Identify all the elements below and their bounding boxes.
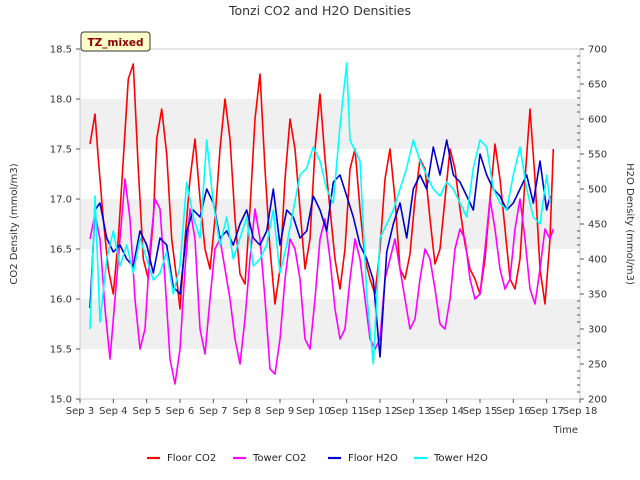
x-tick-label: Sep 15: [463, 406, 498, 417]
series-layer: [89, 62, 555, 385]
legend-label-floor-h2o: Floor H2O: [348, 453, 398, 464]
band-0: [80, 299, 580, 349]
site-badge: TZ_mixed: [80, 31, 151, 52]
site-badge-text: TZ_mixed: [88, 37, 144, 49]
x-tick-label: Sep 9: [266, 406, 294, 417]
y-right-tick-label: 300: [588, 325, 607, 336]
x-tick-label: Sep 12: [363, 406, 398, 417]
x-tick-label: Sep 6: [166, 406, 194, 417]
y-left-tick-label: 18.0: [50, 95, 72, 106]
x-tick-label: Sep 4: [99, 406, 127, 417]
x-tick-label: Sep 14: [429, 406, 464, 417]
y-left-tick-label: 16.5: [50, 245, 72, 256]
x-tick-label: Sep 3: [66, 406, 94, 417]
y-right-tick-label: 400: [588, 255, 607, 266]
x-tick-label: Sep 8: [232, 406, 260, 417]
series-tower-h2o: [89, 62, 551, 365]
y-left-tick-label: 15.5: [50, 345, 72, 356]
y-right-tick-label: 250: [588, 360, 607, 371]
y-axis-left-label: CO2 Density (mmol/m3): [9, 163, 20, 284]
chart-title: Tonzi CO2 and H2O Densities: [228, 3, 411, 18]
legend-label-tower-h2o: Tower H2O: [433, 453, 488, 464]
legend-label-floor-co2: Floor CO2: [167, 453, 216, 464]
series-floor-h2o: [89, 139, 551, 358]
x-tick-label: Sep 16: [496, 406, 531, 417]
y-right-tick-label: 350: [588, 290, 607, 301]
x-tick-label: Sep 7: [199, 406, 227, 417]
y-right-tick-label: 550: [588, 150, 607, 161]
y-left-tick-label: 17.0: [50, 195, 72, 206]
y-right-tick-label: 650: [588, 80, 607, 91]
y-right-tick-label: 200: [588, 395, 607, 406]
x-tick-label: Sep 17: [529, 406, 564, 417]
axes-layer: Sep 3 Sep 4 Sep 5 Sep 6 Sep 7 Sep 8 Sep 9 Sep 1…: [50, 45, 607, 418]
y-left-tick-label: 15.0: [50, 395, 72, 406]
y-right-tick-label: 600: [588, 115, 607, 126]
x-tick-label: Sep 13: [396, 406, 431, 417]
x-tick-label: Sep 11: [329, 406, 364, 417]
x-tick-label: Sep 18: [563, 406, 598, 417]
x-axis-label: Time: [553, 425, 578, 436]
y-right-tick-label: 700: [588, 45, 607, 56]
y-left-tick-label: 18.5: [50, 45, 72, 56]
x-tick-label: Sep 5: [132, 406, 160, 417]
y-right-tick-label: 450: [588, 220, 607, 231]
legend-label-tower-co2: Tower CO2: [252, 453, 306, 464]
legend: Floor CO2 Tower CO2 Floor H2O Tower H2O: [147, 453, 488, 464]
y-left-tick-label: 16.0: [50, 295, 72, 306]
band-2: [80, 99, 580, 149]
y-right-tick-label: 500: [588, 185, 607, 196]
series-tower-co2: [89, 178, 555, 385]
y-axis-right-label: H2O Density (mmol/m3): [624, 163, 635, 285]
series-floor-co2: [89, 63, 555, 310]
x-tick-label: Sep 10: [296, 406, 331, 417]
y-left-tick-label: 17.5: [50, 145, 72, 156]
site-badge-box: [80, 31, 151, 52]
